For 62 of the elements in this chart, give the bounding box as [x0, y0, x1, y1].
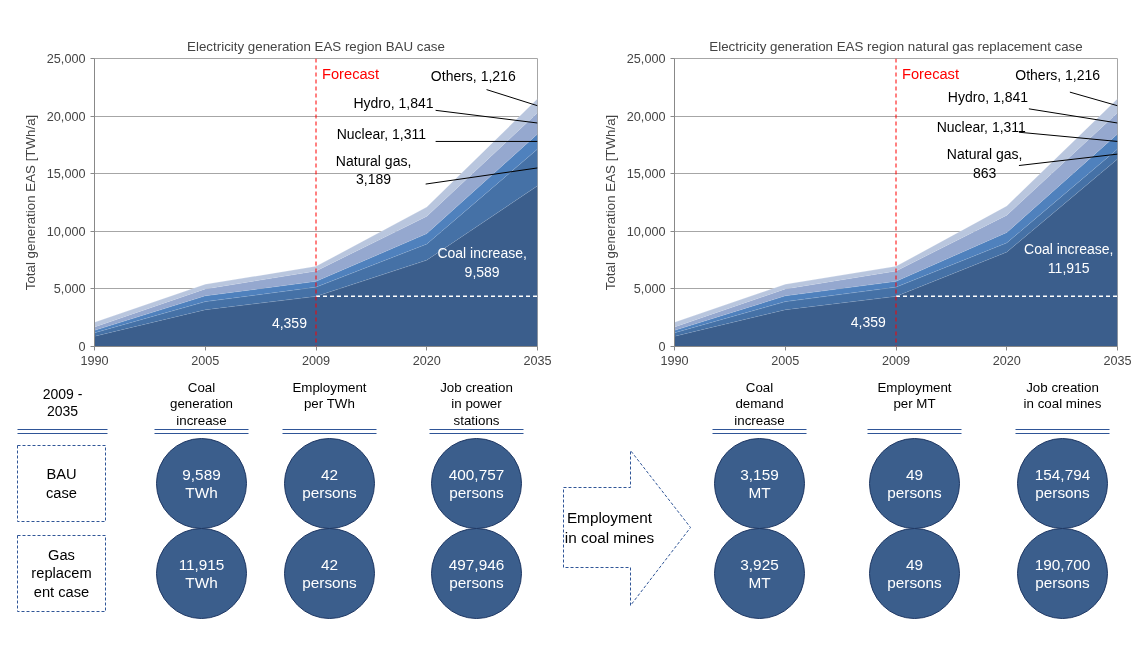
- text: 9,589 TWh: [182, 465, 221, 502]
- text: 3,159 MT: [740, 465, 779, 502]
- text: 154,794 persons: [1034, 465, 1091, 502]
- annotation: 4,359: [271, 314, 308, 331]
- x-tick-label: 2005: [771, 353, 800, 368]
- y-axis-title: Total generation EAS [TWh/a]: [22, 114, 38, 291]
- category-label: Employment per MT: [877, 379, 952, 411]
- text: 42 persons: [302, 555, 357, 592]
- x-tick-label: 2020: [412, 353, 441, 368]
- category-label: Job creation in power stations: [440, 379, 513, 428]
- annotation: Coal increase, 11,915: [1024, 241, 1114, 276]
- text: 400,757 persons: [448, 465, 505, 502]
- category-label: BAU case: [46, 466, 77, 501]
- annotation: Hydro, 1,841: [353, 94, 434, 111]
- category-label: Job creation in coal mines: [1023, 379, 1102, 411]
- annotation: Natural gas, 863: [946, 146, 1023, 181]
- text: Employment in coal mines: [564, 509, 655, 546]
- x-tick-label: 2020: [992, 353, 1021, 368]
- ref-line-label: Forecast: [322, 66, 380, 83]
- x-tick-label: 1990: [660, 353, 689, 368]
- x-tick-label: 2009: [881, 353, 911, 368]
- text: 49 persons: [887, 465, 942, 502]
- y-tick-label: 15,000: [46, 167, 86, 182]
- x-tick-label: 2035: [1103, 353, 1132, 368]
- annotation: Hydro, 1,841: [947, 89, 1029, 106]
- annotation: Nuclear, 1,311: [336, 125, 427, 142]
- text: 11,915 TWh: [178, 555, 225, 592]
- y-tick-label: 5,000: [53, 282, 86, 297]
- text: 497,946 persons: [448, 555, 505, 592]
- y-tick-label: 10,000: [46, 224, 86, 239]
- category-label: Gas replacem ent case: [31, 547, 92, 600]
- text: 49 persons: [887, 555, 942, 592]
- annotation: Coal increase, 9,589: [437, 245, 527, 280]
- y-tick-label: 0: [78, 340, 86, 354]
- x-tick-label: 1990: [80, 353, 109, 368]
- y-tick-label: 15,000: [626, 167, 666, 182]
- x-tick-label: 2005: [191, 353, 220, 368]
- annotation: Nuclear, 1,311: [936, 119, 1027, 136]
- y-tick-label: 20,000: [46, 109, 86, 124]
- y-tick-label: 5,000: [633, 282, 666, 297]
- category-label: Coal generation increase: [170, 379, 234, 428]
- y-tick-label: 20,000: [626, 109, 666, 124]
- chart-title: Electricity generation EAS region BAU case: [187, 38, 445, 54]
- x-tick-label: 2035: [523, 353, 552, 368]
- category-label: Employment per TWh: [292, 379, 367, 411]
- y-tick-label: 25,000: [46, 52, 86, 66]
- annotation: Others, 1,216: [430, 67, 516, 84]
- annotation: Natural gas, 3,189: [335, 153, 412, 188]
- text: 3,925 MT: [740, 555, 779, 592]
- category-label: Coal demand increase: [734, 379, 785, 428]
- chart-title: Electricity generation EAS region natural gas replacement case: [709, 38, 1083, 54]
- annotation: 4,359: [850, 314, 887, 331]
- y-tick-label: 10,000: [626, 224, 666, 239]
- text: 42 persons: [302, 465, 357, 502]
- y-axis-title: Total generation EAS [TWh/a]: [602, 114, 618, 291]
- text: 190,700 persons: [1034, 555, 1091, 592]
- y-tick-label: 0: [658, 340, 666, 354]
- x-tick-label: 2009: [301, 353, 331, 368]
- text: 2009 - 2035: [42, 385, 83, 420]
- annotation: Others, 1,216: [1015, 66, 1101, 83]
- ref-line-label: Forecast: [902, 66, 960, 83]
- y-tick-label: 25,000: [626, 52, 666, 66]
